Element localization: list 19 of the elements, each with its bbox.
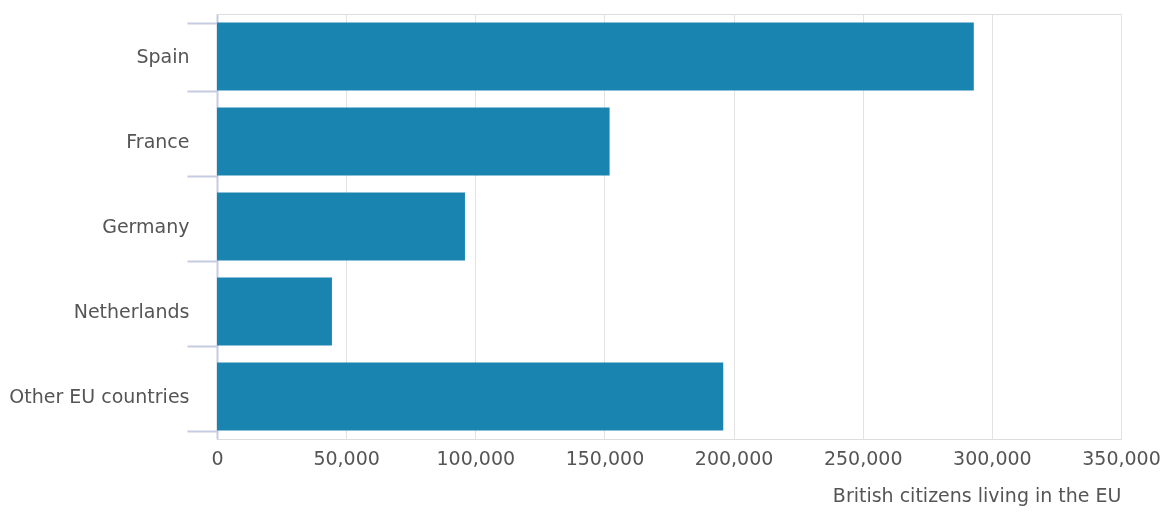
y-tick-label: France [126, 130, 190, 152]
x-tick-label: 350,000 [1082, 446, 1161, 469]
x-tick-label: 150,000 [565, 446, 645, 469]
bar [217, 277, 332, 346]
x-tick-label: 100,000 [436, 446, 516, 469]
bar [217, 192, 465, 261]
y-tick-label: Germany [102, 215, 190, 237]
bar [217, 107, 610, 176]
x-tick-label: 250,000 [823, 446, 903, 469]
y-tick-label: Netherlands [73, 300, 190, 322]
y-tick-label: Spain [136, 45, 190, 67]
y-tick-label: Other EU countries [9, 385, 190, 407]
bar [217, 362, 724, 431]
x-axis-title: British citizens living in the EU [832, 483, 1122, 506]
x-tick-label: 200,000 [694, 446, 774, 469]
x-tick-label: 300,000 [953, 446, 1032, 469]
x-tick-label: 50,000 [313, 446, 380, 469]
bar [217, 22, 974, 91]
x-tick-label: 0 [211, 446, 224, 469]
